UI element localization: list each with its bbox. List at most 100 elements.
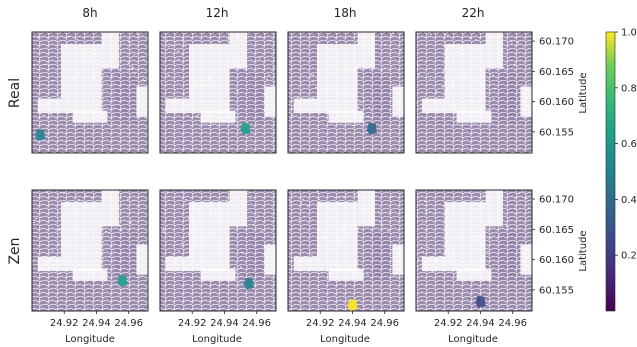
gap-14 (364, 208, 366, 210)
gap-32 (383, 67, 386, 69)
sparse-area-0 (445, 44, 486, 99)
sparse-area-2 (101, 32, 119, 69)
row-title-zen: Zen (7, 237, 23, 264)
gap-21 (257, 215, 259, 217)
gap-56 (120, 229, 123, 231)
sparse-area-2 (485, 190, 503, 227)
sparse-area-1 (37, 98, 102, 114)
gap-33 (341, 47, 343, 49)
gap-24 (351, 89, 353, 91)
gap-5 (303, 216, 306, 218)
gap-52 (487, 250, 489, 252)
panel-real-12h (159, 31, 277, 154)
gap-55 (198, 209, 200, 211)
gap-58 (443, 114, 445, 116)
xlabel-18h: Longitude (320, 334, 370, 345)
gap-47 (90, 57, 92, 59)
gap-8 (372, 40, 374, 42)
cell-map (416, 190, 532, 311)
dense-block (115, 74, 137, 123)
gap-15 (33, 64, 36, 66)
gap-51 (195, 247, 198, 249)
lat-tick-label-1-0: 60.170 (539, 195, 574, 206)
gap-0 (160, 272, 162, 274)
gap-18 (143, 59, 145, 61)
gap-32 (130, 68, 133, 70)
gap-12 (240, 266, 242, 268)
gap-7 (521, 190, 523, 192)
gap-28 (325, 88, 328, 90)
gap-23 (215, 212, 217, 214)
gap-27 (428, 260, 430, 262)
gap-51 (373, 58, 375, 60)
sparse-area-3 (456, 110, 492, 123)
gap-25 (419, 200, 422, 202)
gap-28 (447, 212, 449, 214)
gap-22 (342, 112, 344, 114)
gap-17 (43, 83, 45, 85)
gap-9 (229, 99, 232, 101)
gap-31 (506, 225, 508, 227)
lat-tick-label-0-0: 60.170 (539, 37, 574, 48)
gap-43 (43, 114, 45, 116)
lat-tick-label-1-1: 60.165 (539, 225, 574, 236)
gap-18 (314, 102, 316, 104)
gap-36 (357, 106, 360, 108)
gap-21 (237, 35, 240, 37)
sparse-area-1 (293, 256, 358, 272)
sparse-area-2 (357, 190, 375, 227)
gap-40 (316, 190, 318, 192)
gap-21 (142, 56, 144, 58)
hotspot-3 (117, 274, 128, 287)
gap-11 (337, 265, 339, 267)
sparse-area-0 (189, 44, 230, 99)
dense-block (371, 74, 393, 123)
gap-41 (57, 244, 60, 246)
lon-tick-label-1-2: 24.96 (242, 318, 271, 329)
sparse-area-2 (101, 190, 119, 227)
gap-39 (108, 256, 111, 258)
gap-26 (70, 261, 72, 263)
gap-16 (110, 246, 112, 248)
gap-33 (317, 228, 320, 230)
gap-19 (136, 33, 139, 35)
gap-59 (321, 90, 324, 92)
gap-5 (476, 260, 478, 262)
gap-27 (419, 60, 421, 62)
gap-26 (103, 34, 105, 36)
gap-43 (451, 45, 454, 47)
gap-38 (193, 82, 196, 84)
gap-37 (127, 41, 130, 43)
gap-11 (60, 192, 62, 194)
gap-48 (181, 242, 183, 244)
gap-39 (525, 197, 528, 199)
gap-1 (298, 218, 300, 220)
gap-16 (177, 80, 179, 82)
gap-45 (291, 115, 294, 117)
sparse-area-1 (37, 256, 102, 272)
gap-45 (217, 240, 220, 242)
gap-13 (342, 229, 345, 231)
dense-block (243, 232, 265, 281)
panel-frame (159, 189, 277, 312)
gap-22 (430, 33, 432, 35)
gap-49 (186, 115, 189, 117)
gap-59 (32, 259, 35, 261)
cell-map (288, 190, 404, 311)
sparse-area-0 (317, 202, 358, 257)
gap-7 (502, 67, 505, 69)
longitude-axes: 24.92 24.94 24.96 24.92 24.94 24.96 24.92 24.94… (50, 311, 527, 329)
gap-30 (459, 238, 462, 240)
panels (31, 31, 533, 312)
gap-48 (93, 53, 96, 55)
gap-31 (110, 75, 113, 77)
gap-41 (182, 54, 184, 56)
gap-51 (518, 192, 520, 194)
gap-17 (354, 54, 356, 56)
gap-54 (161, 230, 164, 232)
sparse-area-3 (72, 110, 108, 123)
sparse-area-0 (189, 202, 230, 257)
latitude-axes: 60.170 60.165 60.160 60.155 60.170 60.165 60.1… (532, 37, 574, 296)
colorbar (605, 31, 616, 312)
gap-37 (464, 74, 466, 76)
